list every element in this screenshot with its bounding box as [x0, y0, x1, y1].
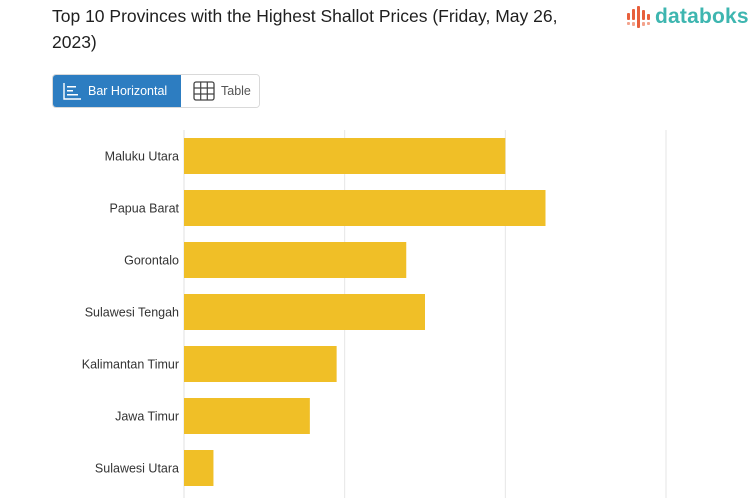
category-label-3: Sulawesi Tengah — [85, 306, 179, 320]
category-label-2: Gorontalo — [124, 254, 179, 268]
bar-horizontal-icon — [63, 83, 81, 100]
bar-3[interactable] — [184, 294, 425, 330]
category-label-6: Sulawesi Utara — [95, 462, 179, 476]
bar-2[interactable] — [184, 242, 407, 278]
category-label-4: Kalimantan Timur — [82, 358, 179, 372]
category-label-1: Papua Barat — [110, 202, 180, 216]
bar-6[interactable] — [184, 450, 214, 486]
databoks-logo: databoks — [626, 4, 749, 30]
category-labels: Maluku Utara Papua Barat Gorontalo Sulawesi… — [82, 150, 180, 476]
category-label-0: Maluku Utara — [105, 150, 179, 164]
table-grid-icon — [193, 81, 215, 101]
view-toggle: Bar Horizontal Table — [52, 74, 260, 108]
bar-horizontal-label: Bar Horizontal — [88, 84, 168, 98]
bar-4[interactable] — [184, 346, 337, 382]
table-button[interactable]: Table — [181, 75, 259, 107]
bars — [184, 138, 546, 486]
category-label-5: Jawa Timur — [115, 410, 179, 424]
bar-5[interactable] — [184, 398, 310, 434]
chart-title: Top 10 Provinces with the Highest Shallo… — [52, 6, 558, 52]
bar-0[interactable] — [184, 138, 506, 174]
bar-horizontal-button[interactable]: Bar Horizontal — [53, 75, 181, 107]
logo-text: databoks — [655, 5, 749, 28]
table-label: Table — [221, 84, 251, 98]
bar-1[interactable] — [184, 190, 546, 226]
databoks-logo-mark — [627, 6, 650, 28]
